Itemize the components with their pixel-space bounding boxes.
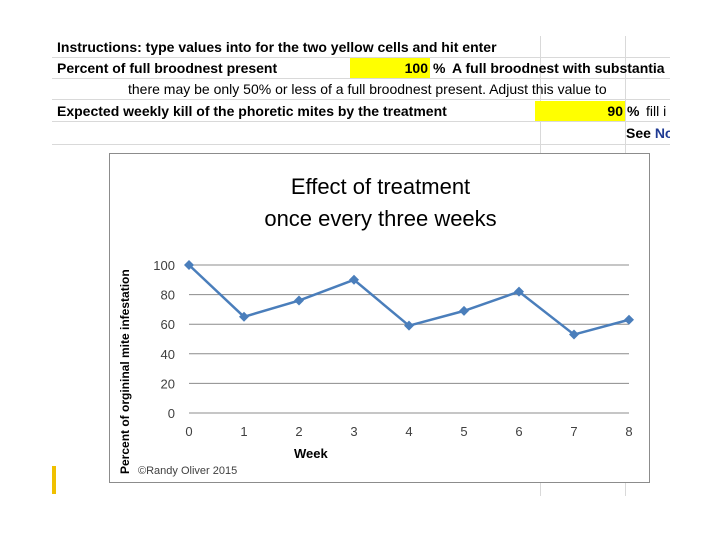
data-point [404, 320, 414, 331]
x-tick-label: 6 [515, 424, 522, 439]
grid-row-line [52, 121, 670, 122]
grid-row-line [52, 144, 670, 145]
chart-plot: 0 20 40 60 80 100 0 1 2 3 4 5 6 7 8 [153, 258, 634, 439]
see-note-link[interactable]: No [654, 125, 670, 141]
x-tick-label: 8 [625, 424, 632, 439]
broodnest-value[interactable]: 100 [404, 60, 428, 76]
y-tick-label: 80 [161, 288, 175, 303]
data-point [184, 260, 194, 270]
see-text: See [626, 125, 651, 141]
chart-credit: ©Randy Oliver 2015 [138, 465, 238, 477]
x-tick-label: 1 [240, 424, 247, 439]
chart-title-line-1: Effect of treatment [290, 174, 471, 199]
data-point [294, 295, 304, 306]
y-tick-label: 0 [168, 406, 175, 421]
kill-rate-value[interactable]: 90 [607, 103, 623, 119]
data-point [569, 329, 579, 340]
broodnest-note-2: there may be only 50% or less of a full … [128, 81, 607, 97]
data-point [349, 274, 359, 285]
line-chart: Effect of treatment once every three wee… [109, 153, 650, 483]
kill-rate-note: fill i [646, 103, 667, 119]
y-tick-label: 40 [161, 347, 175, 362]
broodnest-input-cell[interactable] [350, 58, 430, 78]
y-tick-label: 60 [161, 317, 175, 332]
broodnest-unit: % [433, 60, 446, 76]
instructions-text: Instructions: type values into for the t… [57, 39, 497, 55]
grid-row-line [52, 78, 670, 79]
selection-strip [52, 466, 56, 494]
x-tick-label: 7 [570, 424, 577, 439]
kill-rate-input-cell[interactable] [535, 101, 625, 121]
x-tick-label: 2 [295, 424, 302, 439]
x-tick-label: 0 [185, 424, 192, 439]
broodnest-label: Percent of full broodnest present [57, 60, 278, 76]
x-axis-title: Week [294, 446, 328, 461]
chart-title-line-2: once every three weeks [264, 206, 497, 231]
see-note-text[interactable]: See No [626, 123, 670, 143]
data-point [624, 314, 634, 325]
grid-row-line [52, 57, 670, 58]
y-tick-label: 100 [153, 258, 175, 273]
kill-rate-unit: % [627, 103, 640, 119]
broodnest-note: A full broodnest with substantia [452, 60, 665, 76]
grid-row-line [52, 99, 670, 100]
x-tick-label: 5 [460, 424, 467, 439]
x-tick-label: 3 [350, 424, 357, 439]
data-point [459, 305, 469, 316]
y-tick-label: 20 [161, 376, 175, 391]
x-tick-label: 4 [405, 424, 412, 439]
data-point [514, 286, 524, 297]
data-point [239, 311, 249, 322]
kill-rate-label: Expected weekly kill of the phoretic mit… [57, 103, 447, 119]
